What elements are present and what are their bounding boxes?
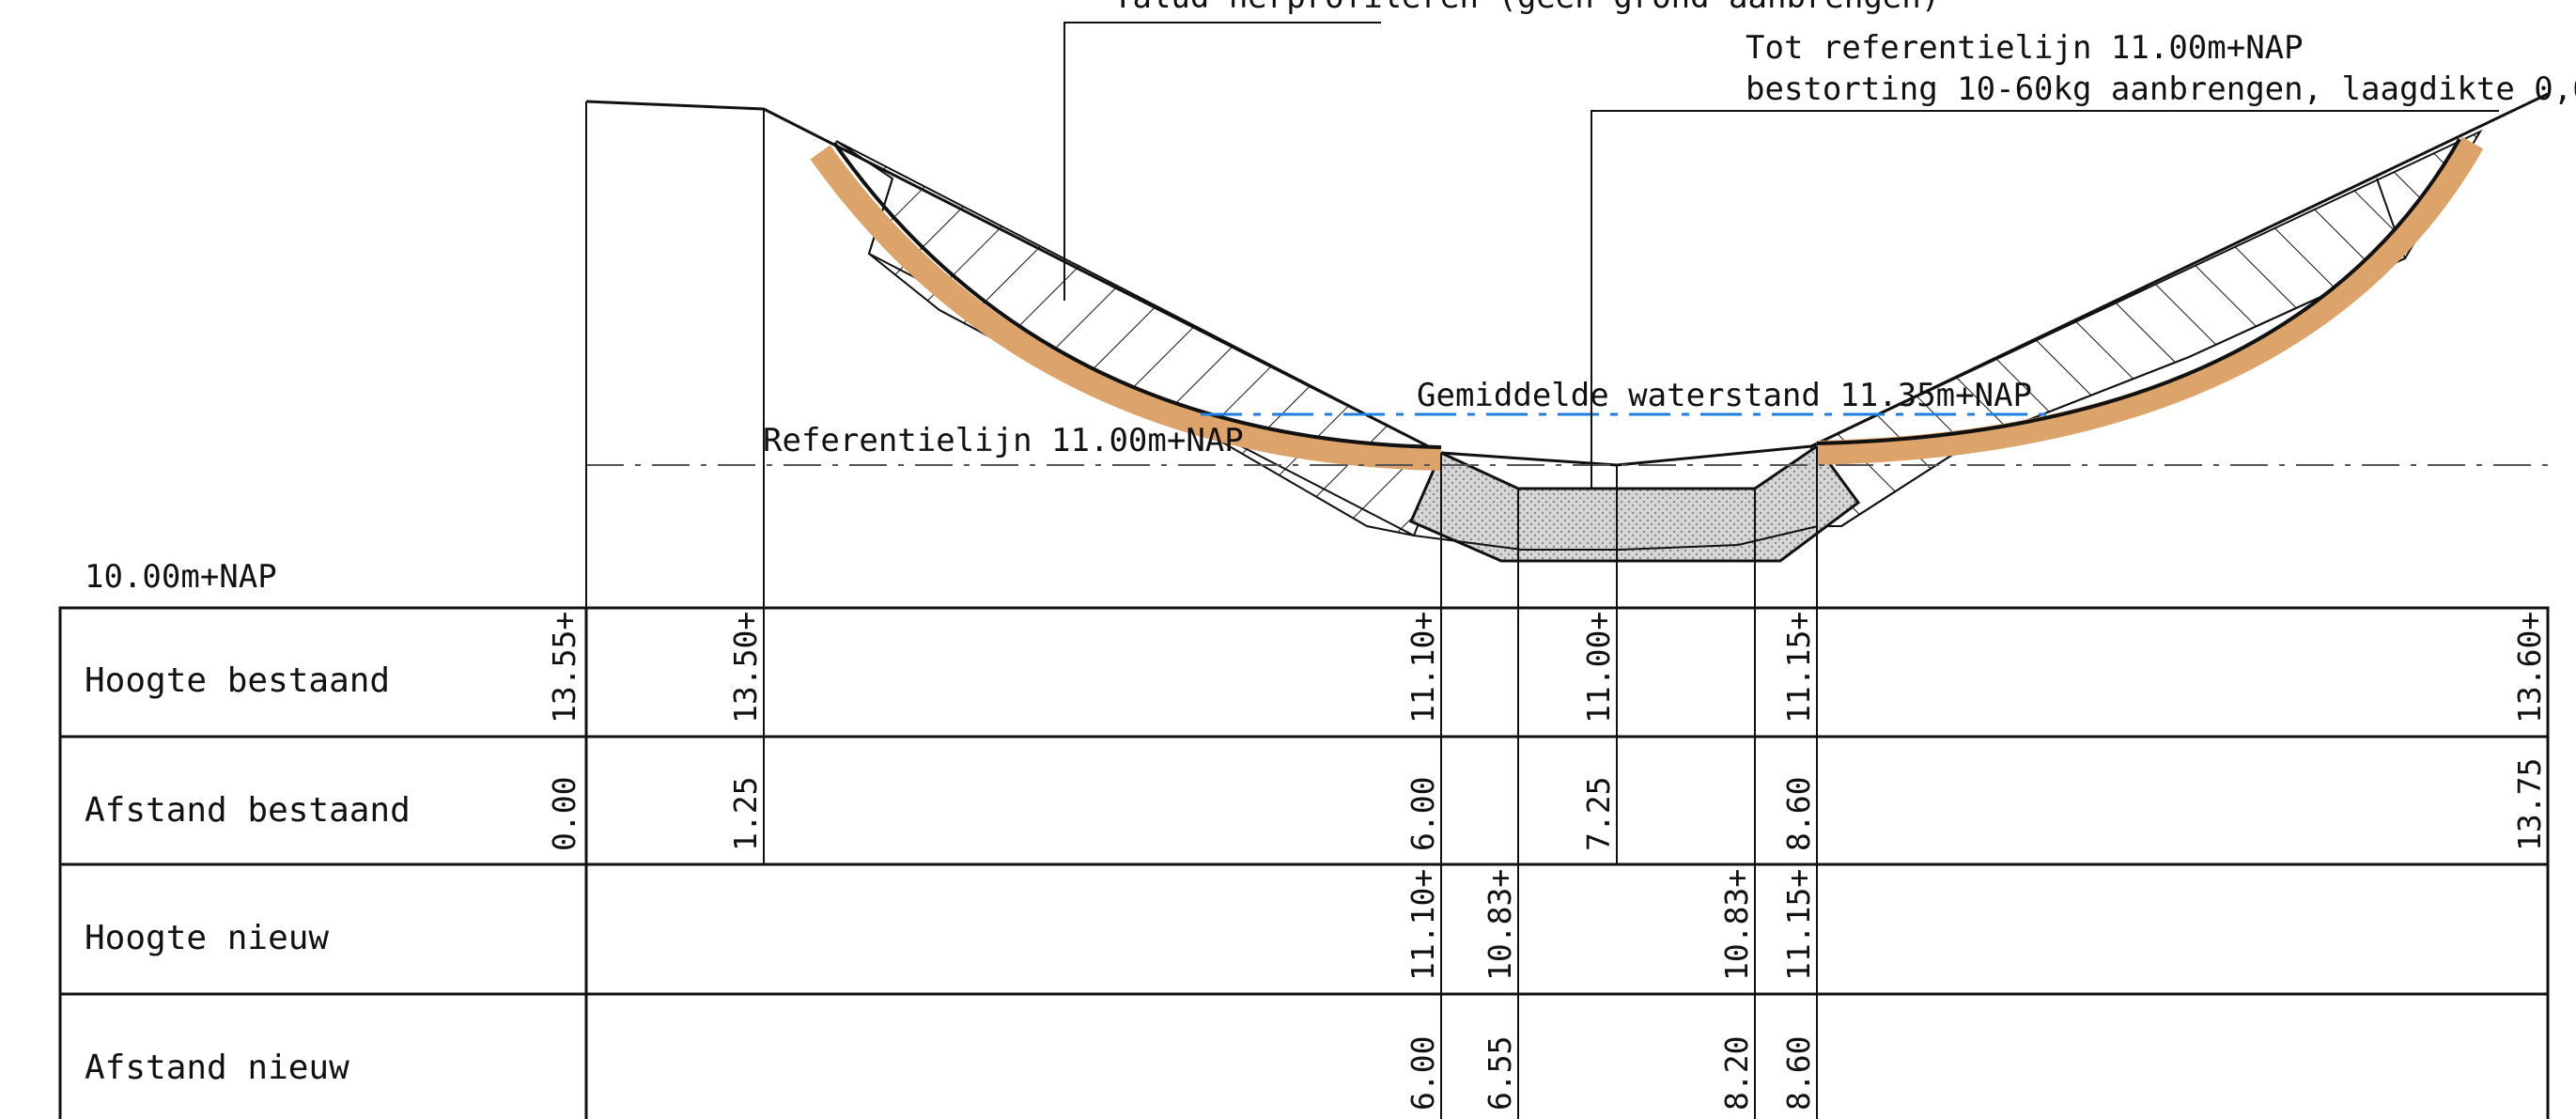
row-label-hoogte-nieuw: Hoogte nieuw <box>85 919 329 957</box>
cell-hoogte-bestaand-0: 13.55+ <box>546 612 582 723</box>
cell-afstand-bestaand-1: 1.25 <box>727 777 764 851</box>
cell-hoogte-bestaand-5: 13.60+ <box>2511 612 2548 723</box>
cell-hoogte-nieuw-2: 10.83+ <box>1718 869 1755 981</box>
row-label-afstand-bestaand: Afstand bestaand <box>85 791 411 830</box>
cell-afstand-bestaand-3: 7.25 <box>1580 777 1617 851</box>
cell-afstand-nieuw-1: 6.55 <box>1482 1036 1518 1111</box>
cell-hoogte-nieuw-0: 11.10+ <box>1404 869 1441 981</box>
profile-table <box>58 606 2550 1119</box>
cell-hoogte-bestaand-1: 13.50+ <box>727 612 764 723</box>
cell-afstand-nieuw-0: 6.00 <box>1404 1036 1441 1111</box>
top-note-leader <box>1063 22 1381 301</box>
right-bank-layer-edge <box>1816 138 2461 445</box>
cell-afstand-bestaand-4: 8.60 <box>1780 777 1817 851</box>
cell-afstand-bestaand-5: 13.75 <box>2511 758 2548 851</box>
left-bank-layer <box>810 145 1442 471</box>
cell-afstand-bestaand-2: 6.00 <box>1404 777 1441 851</box>
top-note-text: Talud herprofileren (geen grond aanbreng… <box>1113 0 1940 16</box>
cell-hoogte-bestaand-3: 11.00+ <box>1580 612 1617 723</box>
cell-hoogte-bestaand-4: 11.15+ <box>1780 612 1817 723</box>
old-bottom-line <box>1413 525 1819 551</box>
cell-hoogte-bestaand-2: 11.10+ <box>1404 612 1441 723</box>
cell-afstand-nieuw-2: 8.20 <box>1718 1036 1755 1111</box>
referentielijn-label: Referentielijn 11.00m+NAP <box>763 422 1244 459</box>
left-bank-layer-edge <box>832 141 1442 449</box>
cell-hoogte-nieuw-1: 10.83+ <box>1482 869 1518 981</box>
right-bank-layer <box>1816 136 2484 465</box>
datum-label: 10.00m+NAP <box>85 558 277 596</box>
bestorting-text-line1: Tot referentielijn 11.00m+NAP <box>1746 29 2304 67</box>
bestorting-text-line2: bestorting 10-60kg aanbrengen, laagdikte… <box>1746 70 2576 108</box>
cell-afstand-bestaand-0: 0.00 <box>546 777 582 851</box>
row-label-afstand-nieuw: Afstand nieuw <box>85 1049 349 1087</box>
cell-afstand-nieuw-3: 8.60 <box>1780 1036 1817 1111</box>
waterstand-label: Gemiddelde waterstand 11.35m+NAP <box>1417 377 2032 414</box>
row-label-hoogte-bestaand: Hoogte bestaand <box>85 661 390 700</box>
left-bank-hatched-area <box>835 140 1442 537</box>
bestorting-leader <box>1591 110 2499 489</box>
right-bank-hatched-area <box>1809 129 2483 527</box>
cell-hoogte-nieuw-3: 11.15+ <box>1780 869 1817 981</box>
